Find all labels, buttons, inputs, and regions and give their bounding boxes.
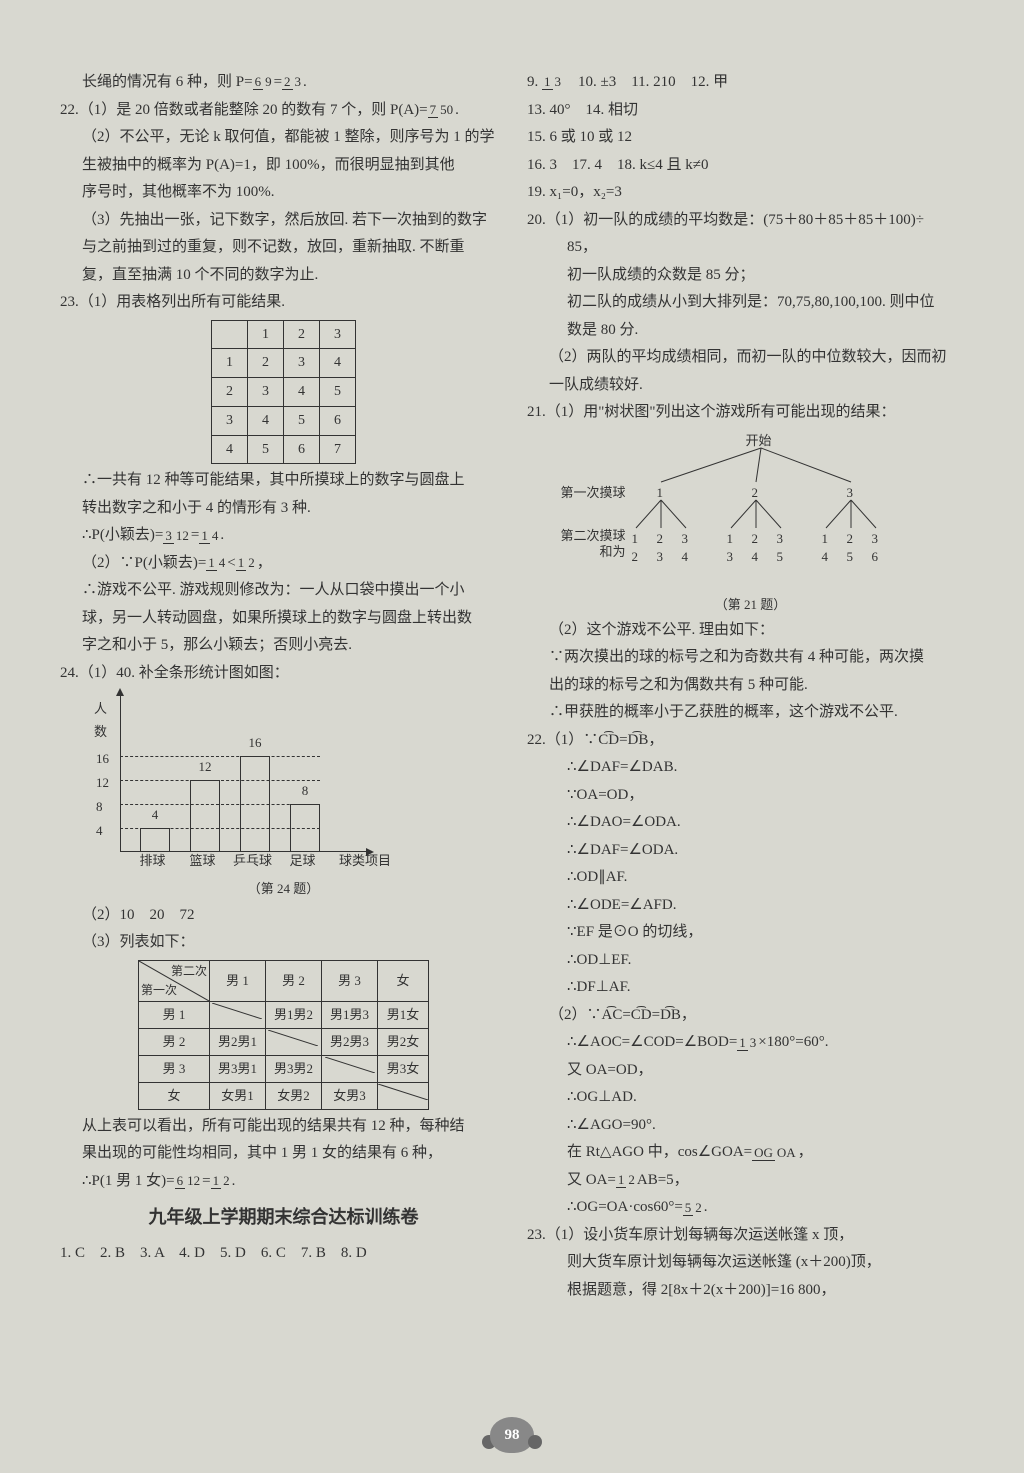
text: 序号时，其他概率不为 100%. (60, 180, 507, 206)
text: 24.（1）40. 补全条形统计图如图： (60, 661, 507, 687)
text: 20.（1）初一队的成绩的平均数是：(75＋80＋85＋85＋100)÷ (527, 208, 974, 234)
tree-diagram: 开始112233421324353142536第一次摸球第二次摸球 和为 (571, 430, 931, 590)
section-title: 九年级上学期期末综合达标训练卷 (60, 1202, 507, 1233)
text: 在 Rt△AGO 中，cos∠GOA=OGOA， (527, 1140, 974, 1166)
text: （2）这个游戏不公平. 理由如下： (527, 618, 974, 644)
text: 又 OA=OD， (527, 1058, 974, 1084)
text: ∴OG=OA·cos60°=52. (527, 1195, 974, 1221)
left-column: 长绳的情况有 6 种，则 P=69=23. 22.（1）是 20 倍数或者能整除… (60, 70, 507, 1305)
text: ∴∠AOC=∠COD=∠BOD=13×180°=60°. (527, 1030, 974, 1056)
right-column: 9. 13 10. ±3 11. 210 12. 甲 13. 40° 14. 相… (527, 70, 974, 1305)
text: 长绳的情况有 6 种，则 P=69=23. (60, 70, 507, 96)
text: ∴∠DAF=∠ODA. (527, 838, 974, 864)
text: （2）∵A͡C=C͡D=D͡B， (527, 1003, 974, 1029)
text: 出的球的标号之和为偶数共有 5 种可能. (527, 673, 974, 699)
text: 初二队的成绩从小到大排列是：70,75,80,100,100. 则中位 (527, 290, 974, 316)
text: ∴DF⊥AF. (527, 975, 974, 1001)
text: 根据题意，得 2[8x＋2(x＋200)]=16 800， (527, 1278, 974, 1304)
text: ∴P(1 男 1 女)=612=12. (60, 1169, 507, 1195)
text: 字之和小于 5，那么小颖去；否则小亮去. (60, 633, 507, 659)
table-2: 第二次第一次男 1男 2男 3女男 1男1男2男1男3男1女男 2男2男1男2男… (138, 960, 429, 1110)
text: 数是 80 分. (527, 318, 974, 344)
page-number: 98 (490, 1417, 534, 1453)
text: ∵OA=OD， (527, 783, 974, 809)
bar-chart: 人数 481216412168排球篮球乒乓球足球球类项目 (90, 692, 370, 872)
text: 又 OA=12AB=5， (527, 1168, 974, 1194)
text: 13. 40° 14. 相切 (527, 98, 974, 124)
text: ∴游戏不公平. 游戏规则修改为：一人从口袋中摸出一个小 (60, 578, 507, 604)
text: 16. 3 17. 4 18. k≤4 且 k≠0 (527, 153, 974, 179)
text: 复，直至抽满 10 个不同的数字为止. (60, 263, 507, 289)
text: 与之前抽到过的重复，则不记数，放回，重新抽取. 不断重 (60, 235, 507, 261)
text: 22.（1）是 20 倍数或者能整除 20 的数有 7 个，则 P(A)=750… (60, 98, 507, 124)
text: ∴OG⊥AD. (527, 1085, 974, 1111)
arrow-icon (116, 688, 124, 696)
text: ∴一共有 12 种等可能结果，其中所摸球上的数字与圆盘上 (60, 468, 507, 494)
text: （2）∵P(小颖去)=14<12， (60, 551, 507, 577)
y-axis-title: 人数 (94, 698, 107, 742)
text: （3）先抽出一张，记下数字，然后放回. 若下一次抽到的数字 (60, 208, 507, 234)
text: （3）列表如下： (60, 930, 507, 956)
text: （2）两队的平均成绩相同，而初一队的中位数较大，因而初 (527, 345, 974, 371)
text: 21.（1）用"树状图"列出这个游戏所有可能出现的结果： (527, 400, 974, 426)
text: 22.（1）∵C͡D=D͡B， (527, 728, 974, 754)
table-1: 1231234234534564567 (211, 320, 356, 465)
text: ∴OD⊥EF. (527, 948, 974, 974)
text: 23.（1）用表格列出所有可能结果. (60, 290, 507, 316)
caption: （第 24 题） (60, 878, 507, 900)
text: ∴∠ODE=∠AFD. (527, 893, 974, 919)
text: 一队成绩较好. (527, 373, 974, 399)
text: （2）10 20 72 (60, 903, 507, 929)
text: 球，另一人转动圆盘，如果所摸球上的数字与圆盘上转出数 (60, 606, 507, 632)
text: ∴甲获胜的概率小于乙获胜的概率，这个游戏不公平. (527, 700, 974, 726)
text: 85， (527, 235, 974, 261)
text: ∴∠AGO=90°. (527, 1113, 974, 1139)
text: 19. x₁=0，x₂=3 (527, 180, 974, 206)
text: ∴P(小颖去)=312=14. (60, 523, 507, 549)
text: ∴OD∥AF. (527, 865, 974, 891)
text: ∵EF 是⊙O 的切线， (527, 920, 974, 946)
text: 果出现的可能性均相同，其中 1 男 1 女的结果有 6 种， (60, 1141, 507, 1167)
text: ∵两次摸出的球的标号之和为奇数共有 4 种可能，两次摸 (527, 645, 974, 671)
text: 1. C 2. B 3. A 4. D 5. D 6. C 7. B 8. D (60, 1241, 507, 1267)
text: （2）不公平，无论 k 取何值，都能被 1 整除，则序号为 1 的学 (60, 125, 507, 151)
text: ∴∠DAF=∠DAB. (527, 755, 974, 781)
text: ∴∠DAO=∠ODA. (527, 810, 974, 836)
caption: （第 21 题） (527, 594, 974, 616)
text: 初一队成绩的众数是 85 分； (527, 263, 974, 289)
text: 15. 6 或 10 或 12 (527, 125, 974, 151)
text: 23.（1）设小货车原计划每辆每次运送帐篷 x 顶， (527, 1223, 974, 1249)
text: 从上表可以看出，所有可能出现的结果共有 12 种，每种结 (60, 1114, 507, 1140)
text: 生被抽中的概率为 P(A)=1，即 100%，而很明显抽到其他 (60, 153, 507, 179)
text: 转出数字之和小于 4 的情形有 3 种. (60, 496, 507, 522)
text: 9. 13 10. ±3 11. 210 12. 甲 (527, 70, 974, 96)
clock-icon (528, 1435, 542, 1449)
text: 则大货车原计划每辆每次运送帐篷 (x＋200)顶， (527, 1250, 974, 1276)
